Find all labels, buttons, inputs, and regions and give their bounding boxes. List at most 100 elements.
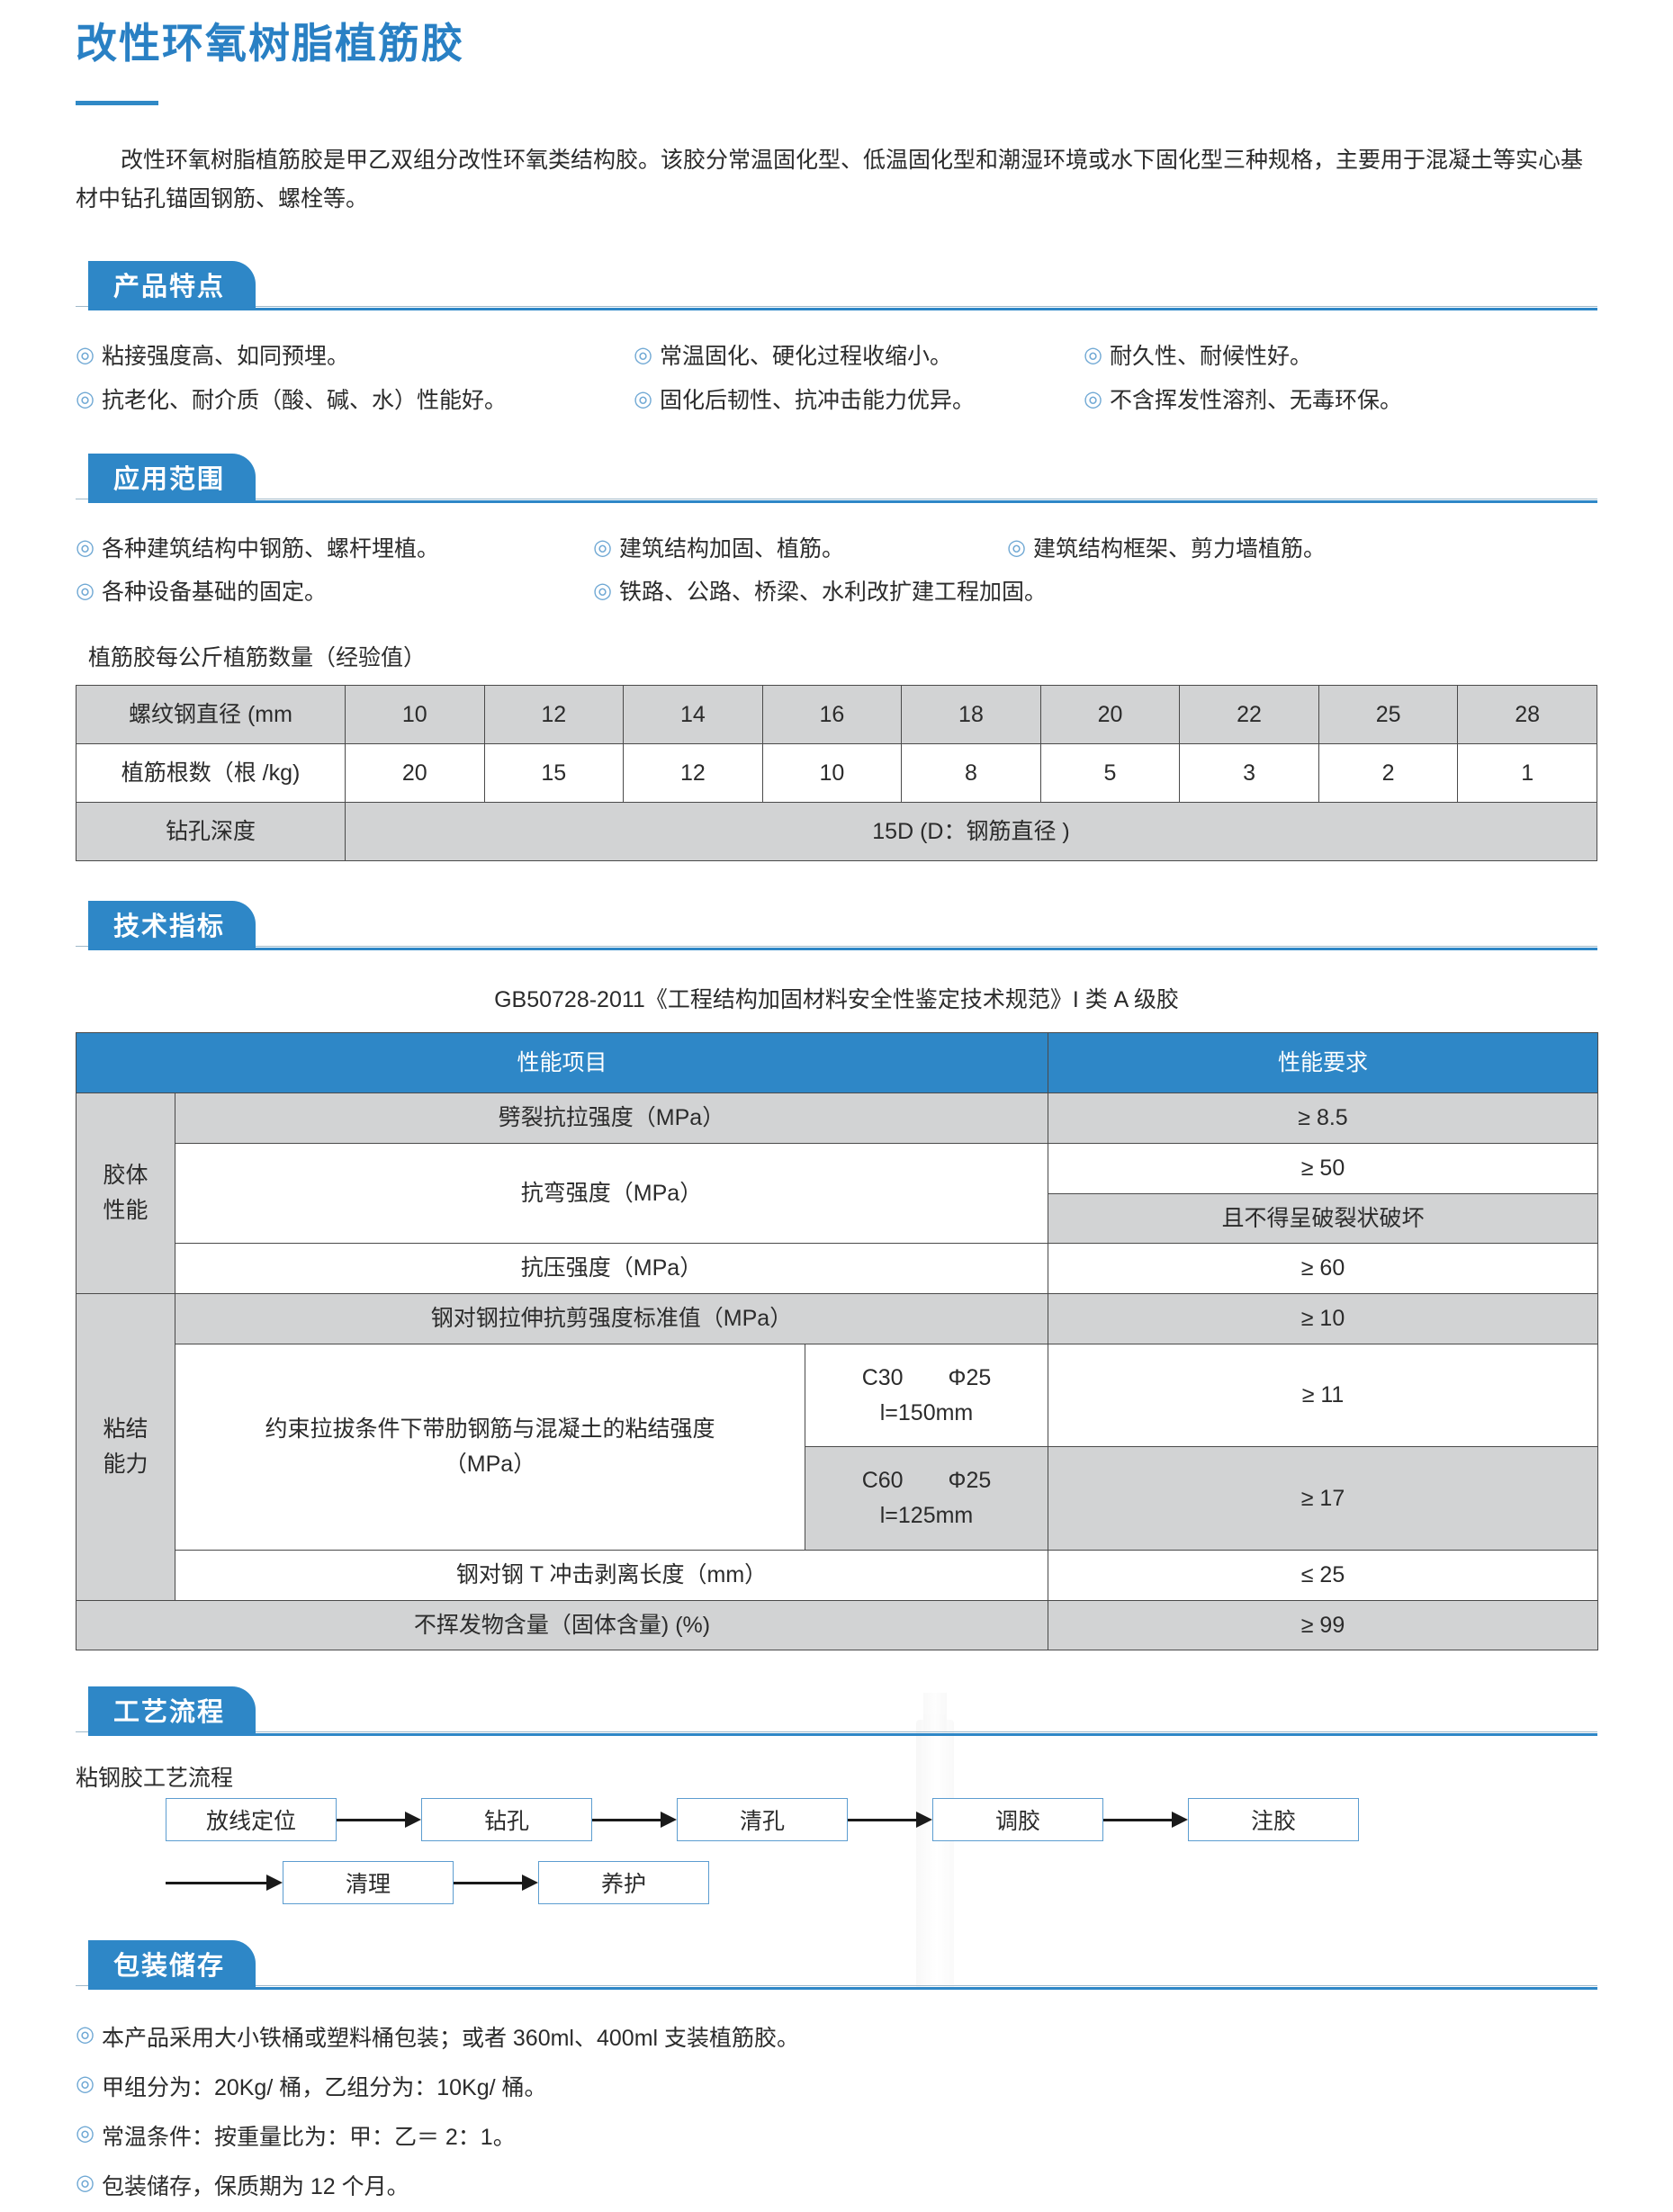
- spec-requirement-value: ≥ 50: [1048, 1142, 1598, 1194]
- circle-bullet-icon: ◎: [76, 2121, 94, 2146]
- table-cell: 16: [761, 685, 903, 744]
- circle-bullet-icon: ◎: [634, 386, 652, 411]
- flow-arrow-icon: [454, 1875, 538, 1892]
- circle-bullet-icon: ◎: [76, 343, 94, 367]
- list-item: ◎ 铁路、公路、桥梁、水利改扩建工程加固。: [593, 571, 1047, 615]
- list-item: ◎ 固化后韧性、抗冲击能力优异。: [634, 379, 1084, 423]
- section-thin-rule: [76, 1731, 1597, 1733]
- section-thin-rule: [76, 946, 1597, 947]
- circle-bullet-icon: ◎: [76, 2171, 94, 2196]
- features-column-2: ◎ 常温固化、硬化过程收缩小。 ◎ 固化后韧性、抗冲击能力优异。: [634, 335, 1084, 423]
- list-item: ◎ 常温固化、硬化过程收缩小。: [634, 335, 1084, 379]
- table-cell: 25: [1318, 685, 1459, 744]
- spec-condition: C30 Φ25 l=150mm: [805, 1343, 1048, 1448]
- table-row: 钻孔深度 15D (D：钢筋直径 ): [76, 802, 1597, 861]
- application-column-3: ◎ 建筑结构框架、剪力墙植筋。: [1007, 527, 1547, 616]
- table-cell: 14: [623, 685, 763, 744]
- section-header-technical: 技术指标: [76, 901, 1597, 951]
- section-tab-label: 应用范围: [88, 453, 256, 500]
- list-item: ◎ 包装储存，保质期为 12 个月。: [76, 2163, 1597, 2212]
- table-row: 抗压强度（MPa） ≥ 60: [76, 1243, 1598, 1294]
- flow-arrow-icon: [166, 1875, 283, 1892]
- flow-step-box: 放线定位: [166, 1798, 337, 1842]
- table-cell: 22: [1179, 685, 1319, 744]
- section-tab-label: 包装储存: [88, 1940, 256, 1988]
- standard-reference-line: GB50728-2011《工程结构加固材料安全性鉴定技术规范》I 类 A 级胶: [494, 987, 1179, 1012]
- spec-condition-line-2: l=150mm: [879, 1399, 974, 1425]
- table-cell: 12: [483, 685, 625, 744]
- table-cell: 28: [1457, 685, 1597, 744]
- list-item-label: 常温条件：按重量比为：甲：乙＝ 2：1。: [101, 2125, 516, 2151]
- list-item: ◎ 不含挥发性溶剂、无毒环保。: [1084, 379, 1534, 423]
- application-column-2: ◎ 建筑结构加固、植筋。 ◎ 铁路、公路、桥梁、水利改扩建工程加固。: [593, 527, 1047, 616]
- list-item-label: 粘接强度高、如同预埋。: [101, 344, 349, 369]
- group-label-line-2: 能力: [103, 1451, 148, 1477]
- technical-specifications-table: 性能项目 性能要求 胶体 性能 劈裂抗拉强度（MPa） ≥ 8.5 抗弯强度（M…: [76, 1032, 1598, 1651]
- list-item: ◎ 抗老化、耐介质（酸、碱、水）性能好。: [76, 379, 634, 423]
- spec-requirement-value: ≤ 25: [1048, 1549, 1598, 1601]
- spec-requirement-value: ≥ 8.5: [1048, 1093, 1598, 1144]
- section-tab-label: 工艺流程: [88, 1686, 256, 1734]
- flow-row-2: 清理 养护: [76, 1861, 1597, 1905]
- table-cell: 1: [1457, 743, 1597, 803]
- spec-item-name: 劈裂抗拉强度（MPa）: [175, 1093, 1048, 1144]
- flow-step-box: 清孔: [677, 1798, 848, 1842]
- flow-step-box: 钻孔: [421, 1798, 592, 1842]
- circle-bullet-icon: ◎: [76, 2022, 94, 2047]
- table-cell: 8: [901, 743, 1041, 803]
- spec-item-name: 抗压强度（MPa）: [175, 1243, 1048, 1294]
- section-header-packaging: 包装储存: [76, 1940, 1597, 1991]
- table-row: 不挥发物含量（固体含量) (%) ≥ 99: [76, 1599, 1598, 1651]
- circle-bullet-icon: ◎: [593, 535, 612, 560]
- list-item: ◎ 甲组分为：20Kg/ 桶，乙组分为：10Kg/ 桶。: [76, 2064, 1597, 2113]
- table-cell: 20: [1039, 685, 1181, 744]
- list-item-label: 建筑结构框架、剪力墙植筋。: [1032, 535, 1326, 562]
- group-label-line-1: 胶体: [103, 1163, 148, 1189]
- product-datasheet-page: 改性环氧树脂植筋胶 改性环氧树脂植筋胶是甲乙双组分改性环氧类结构胶。该胶分常温固…: [76, 20, 1598, 2199]
- row-label-diameter: 螺纹钢直径 (mm: [76, 685, 346, 744]
- section-header-process: 工艺流程: [76, 1686, 1597, 1737]
- table-cell: 18: [901, 685, 1041, 744]
- table-cell: 12: [623, 743, 763, 803]
- circle-bullet-icon: ◎: [593, 579, 612, 604]
- flow-row-1: 放线定位 钻孔 清孔 调胶 注胶: [76, 1798, 1597, 1842]
- column-header-requirement: 性能要求: [1048, 1032, 1598, 1093]
- spec-condition-line-1: C60 Φ25: [861, 1468, 992, 1494]
- list-item-label: 铁路、公路、桥梁、水利改扩建工程加固。: [618, 580, 1047, 606]
- circle-bullet-icon: ◎: [1084, 386, 1102, 411]
- list-item-label: 抗老化、耐介质（酸、碱、水）性能好。: [101, 387, 507, 413]
- list-item-label: 甲组分为：20Kg/ 桶，乙组分为：10Kg/ 桶。: [101, 2075, 547, 2101]
- table-cell-depth-value: 15D (D：钢筋直径 ): [345, 802, 1597, 861]
- list-item-label: 本产品采用大小铁桶或塑料桶包装；或者 360ml、400ml 支装植筋胶。: [101, 2026, 800, 2052]
- row-label-count: 植筋根数（根 /kg): [76, 743, 346, 803]
- spec-item-line-1: 约束拉拔条件下带肋钢筋与混凝土的粘结强度: [265, 1416, 715, 1442]
- list-item: ◎ 粘接强度高、如同预埋。: [76, 335, 634, 379]
- section-accent-rule: [88, 1733, 1597, 1737]
- section-header-application: 应用范围: [76, 453, 1597, 504]
- spec-requirement-value: ≥ 17: [1048, 1446, 1598, 1551]
- application-list: ◎ 各种建筑结构中钢筋、螺杆埋植。 ◎ 各种设备基础的固定。 ◎ 建筑结构加固、植筋。…: [76, 527, 1597, 616]
- flow-arrow-icon: [848, 1812, 932, 1829]
- circle-bullet-icon: ◎: [76, 579, 94, 604]
- spec-item-line-2: （MPa）: [444, 1451, 536, 1477]
- table-row: 钢对钢 T 冲击剥离长度（mm） ≤ 25: [76, 1549, 1598, 1601]
- spec-condition-line-2: l=125mm: [879, 1503, 974, 1528]
- spec-requirement-value: ≥ 10: [1048, 1293, 1598, 1344]
- section-technical: 技术指标 GB50728-2011《工程结构加固材料安全性鉴定技术规范》I 类 …: [76, 901, 1598, 1651]
- table-row: 抗弯强度（MPa） ≥ 50: [76, 1142, 1598, 1245]
- table-row: 且不得呈破裂状破坏: [76, 1192, 1598, 1245]
- features-list: ◎ 粘接强度高、如同预埋。 ◎ 抗老化、耐介质（酸、碱、水）性能好。 ◎ 常温固化、硬…: [76, 335, 1597, 423]
- table-row: 植筋根数（根 /kg) 20 15 12 10 8 5 3 2 1: [76, 743, 1597, 803]
- list-item-label: 各种建筑结构中钢筋、螺杆埋植。: [101, 535, 439, 562]
- title-underline-rule: [76, 100, 158, 105]
- rebar-table-caption: 植筋胶每公斤植筋数量（经验值）: [88, 645, 427, 670]
- list-item: ◎ 建筑结构加固、植筋。: [593, 527, 1007, 571]
- column-header-item: 性能项目: [76, 1032, 1048, 1093]
- section-accent-rule: [88, 308, 1597, 310]
- spec-item-name: 抗弯强度（MPa）: [175, 1142, 1048, 1245]
- list-item-label: 包装储存，保质期为 12 个月。: [101, 2174, 409, 2200]
- flow-diagram-caption: 粘钢胶工艺流程: [76, 1766, 234, 1792]
- spec-requirement-value: ≥ 60: [1048, 1243, 1598, 1294]
- flow-step-box: 养护: [538, 1861, 709, 1905]
- table-row: 螺纹钢直径 (mm 10 12 14 16 18 20 22 25 28: [76, 685, 1597, 744]
